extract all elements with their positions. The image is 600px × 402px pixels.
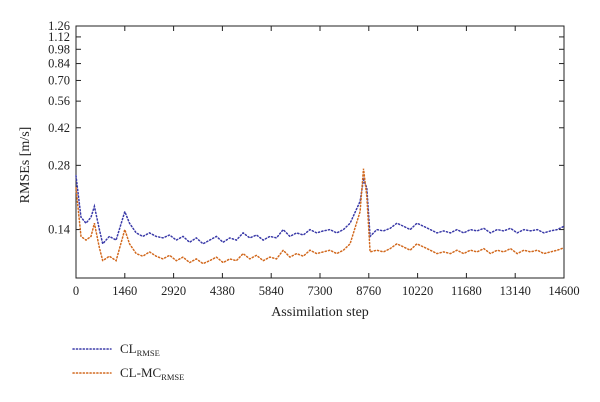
x-tick-label: 5840: [259, 284, 284, 298]
y-tick-label: 0.42: [48, 121, 70, 135]
plot-frame: [75, 25, 565, 279]
y-tick-label: 0.56: [48, 94, 70, 108]
y-tick-label: 1.12: [48, 30, 70, 44]
x-tick-label: 1460: [112, 284, 137, 298]
y-tick-label: 0.70: [48, 73, 70, 87]
y-tick-label: 0.14: [48, 223, 71, 237]
x-tick-label: 13140: [500, 284, 531, 298]
series-layer: [75, 168, 565, 265]
y-axis-ticks: 0.14 0.28 0.42 0.56 0.70 0.840.981.121.26: [48, 19, 564, 237]
legend: CLRMSE CL-MCRMSE: [72, 341, 184, 382]
y-tick-label: 0.28: [48, 158, 70, 172]
legend-label: CL-MCRMSE: [120, 365, 184, 382]
x-tick-label: 10220: [402, 284, 433, 298]
series-line-cl: [75, 175, 565, 246]
x-tick-label: 14600: [548, 284, 579, 298]
y-tick-label: 0.84: [48, 57, 71, 71]
x-tick-label: 8760: [356, 284, 381, 298]
x-axis-label: Assimilation step: [271, 305, 369, 320]
x-tick-label: 11680: [451, 284, 482, 298]
plot-area: [75, 25, 565, 279]
y-tick-label: 1.26: [48, 19, 70, 33]
y-axis-label: RMSEs [m/s]: [18, 127, 33, 204]
x-axis-ticks: 0 1460 2920 4380 5840 7300 8760 10220 11680 13140…: [73, 26, 580, 298]
y-tick-label: 0.98: [48, 42, 70, 56]
legend-label: CLRMSE: [120, 341, 160, 358]
x-tick-label: 0: [73, 284, 79, 298]
series-line-cl-mc: [75, 168, 565, 265]
x-tick-label: 7300: [308, 284, 333, 298]
x-tick-label: 2920: [161, 284, 186, 298]
x-tick-label: 4380: [210, 284, 235, 298]
